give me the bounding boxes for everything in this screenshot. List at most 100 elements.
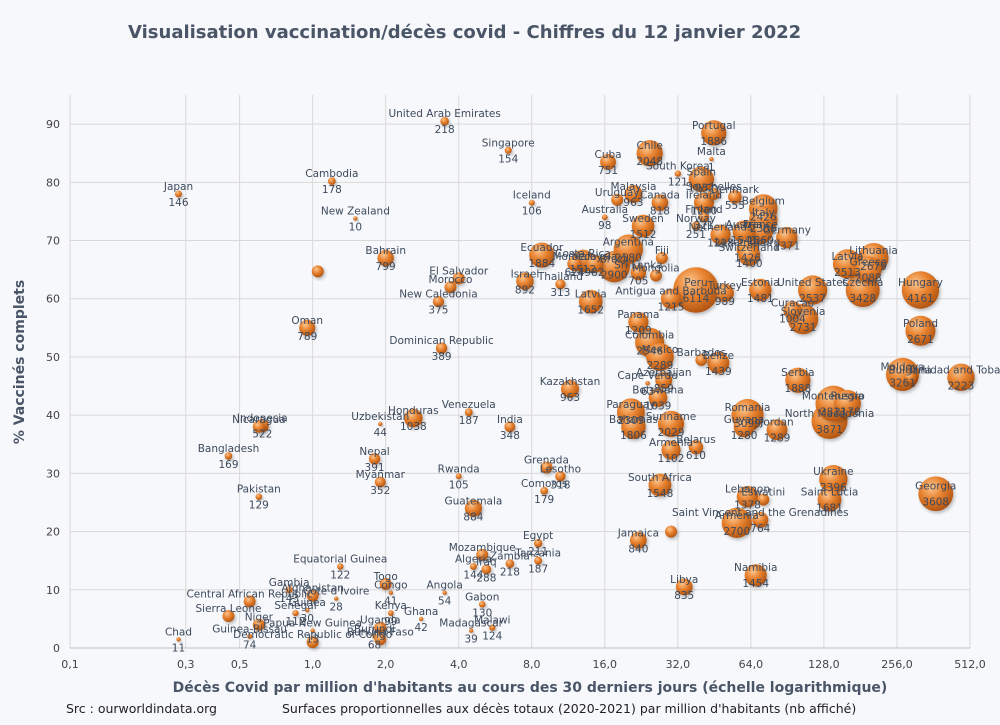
point-deaths-label: 144: [463, 570, 483, 582]
bubble: [440, 116, 449, 126]
x-tick-label: 0,3: [177, 658, 195, 671]
bubble: [819, 464, 848, 494]
point-deaths-label: 1512: [570, 264, 597, 276]
point-country-label: Sweden: [622, 213, 664, 225]
bubble: [374, 476, 386, 488]
bubble: [452, 272, 465, 285]
bubble: [442, 590, 447, 595]
point-country-label: Angola: [427, 580, 463, 592]
point-deaths-label: 835: [674, 590, 694, 602]
point-deaths-label: 169: [218, 459, 238, 471]
point-country-label: Seychelles: [686, 181, 742, 193]
bubble: [660, 288, 682, 309]
point-country-label: El Salvador: [429, 265, 489, 277]
point-country-label: Chad: [165, 626, 192, 638]
point-country-label: Belarus: [676, 434, 715, 446]
point-deaths-label: 178: [322, 184, 342, 196]
point-country-label: Democratic Republic of Congo: [233, 629, 392, 641]
point-deaths-label: 1280: [731, 430, 758, 442]
point-deaths-label: 44: [374, 427, 388, 439]
point-deaths-label: 963: [623, 197, 643, 209]
point-deaths-label: 68: [368, 639, 381, 651]
bubble: [661, 440, 681, 460]
point-deaths-label: 2386: [750, 223, 777, 235]
point-country-label: Papua New Guinea: [263, 618, 362, 630]
point-deaths-label: 522: [252, 429, 272, 441]
point-country-label: Egypt: [523, 530, 553, 542]
bubble: [435, 342, 448, 354]
bubble: [455, 473, 462, 480]
point-country-label: Malta: [697, 146, 726, 158]
point-deaths-label: 28: [329, 602, 342, 614]
point-country-label: Afghanistan: [281, 583, 344, 595]
point-deaths-label: 124: [482, 631, 502, 643]
point-deaths-label: 11: [172, 642, 185, 654]
point-country-label: Curacao: [771, 297, 814, 309]
bubble: [387, 610, 394, 616]
point-deaths-label: 375: [428, 305, 448, 317]
point-country-label: Gambia: [269, 577, 310, 589]
point-deaths-label: 187: [528, 564, 548, 576]
point-country-label: Netherlands: [689, 222, 753, 234]
point-country-label: Czechia: [842, 277, 883, 289]
bubble: [243, 595, 256, 608]
point-country-label: Guatemala: [445, 495, 503, 507]
point-deaths-label: 799: [376, 261, 396, 273]
point-country-label: Thailand: [537, 271, 583, 283]
point-country-label: Morocco: [552, 251, 596, 263]
point-deaths-label: 1039: [645, 401, 672, 413]
point-country-label: Tanzania: [514, 548, 561, 560]
point-country-label: Eswatini: [741, 487, 785, 499]
x-tick-label: 32,0: [666, 658, 691, 671]
point-deaths-label: 2679: [860, 261, 887, 273]
point-country-label: Barbados: [677, 347, 727, 359]
bubble: [691, 221, 701, 231]
bubble: [379, 577, 392, 590]
point-country-label: Togo: [373, 571, 398, 583]
point-deaths-label: 121: [668, 177, 688, 189]
y-tick-label: 60: [46, 293, 60, 306]
point-country-label: Ecuador: [520, 242, 564, 254]
point-country-label: Costa Rica: [555, 248, 611, 260]
point-deaths-label: 1200: [691, 206, 718, 218]
bubble: [252, 618, 265, 631]
point-country-label: Nicaragua: [232, 414, 285, 426]
point-country-label: Kazakhstan: [540, 376, 601, 388]
bubble: [555, 471, 566, 482]
point-country-label: Spain: [687, 166, 716, 178]
axes: 0 10 20 30 40 50 60 70 80 90 0,1 0,3 0,5 1,0 2,0 4,0 8,0…: [46, 118, 986, 671]
bubble: [306, 589, 319, 602]
point-labels: United Arab Emirates218Singapore154Cambo…: [163, 108, 1000, 654]
point-deaths-label: 130: [472, 607, 492, 619]
point-deaths-label: 892: [515, 284, 535, 296]
point-country-label: Hungary: [898, 277, 943, 289]
chart-title: Visualisation vaccination/décès covid - …: [128, 22, 801, 43]
point-country-label: Armenia: [715, 510, 759, 522]
source-note: Src : ourworldindata.org: [66, 701, 217, 716]
bubble: [555, 279, 566, 290]
point-deaths-label: 2048: [636, 156, 663, 168]
point-deaths-label: 2426: [750, 212, 777, 224]
bubble: [516, 272, 534, 290]
point-country-label: Cambodia: [305, 168, 358, 180]
point-country-label: Canada: [640, 190, 680, 202]
bubble: [504, 421, 516, 433]
point-deaths-label: 389: [432, 351, 452, 363]
bubble: [252, 420, 265, 433]
point-deaths-label: 751: [598, 165, 618, 177]
point-country-label: Belize: [703, 350, 734, 362]
bubble: [629, 531, 647, 549]
bubble: [311, 265, 324, 278]
grid: [69, 95, 971, 649]
point-country-label: Jamaica: [617, 527, 659, 539]
point-deaths-label: 3811: [820, 407, 847, 419]
point-country-label: Romania: [725, 402, 771, 414]
point-country-label: Uruguay: [595, 187, 640, 199]
bubble: [688, 166, 715, 193]
point-deaths-label: 1932: [688, 182, 715, 194]
x-tick-label: 512,0: [954, 658, 986, 671]
point-country-label: Latvia: [831, 251, 863, 263]
bubble: [833, 390, 861, 418]
point-deaths-label: 143: [279, 593, 299, 605]
